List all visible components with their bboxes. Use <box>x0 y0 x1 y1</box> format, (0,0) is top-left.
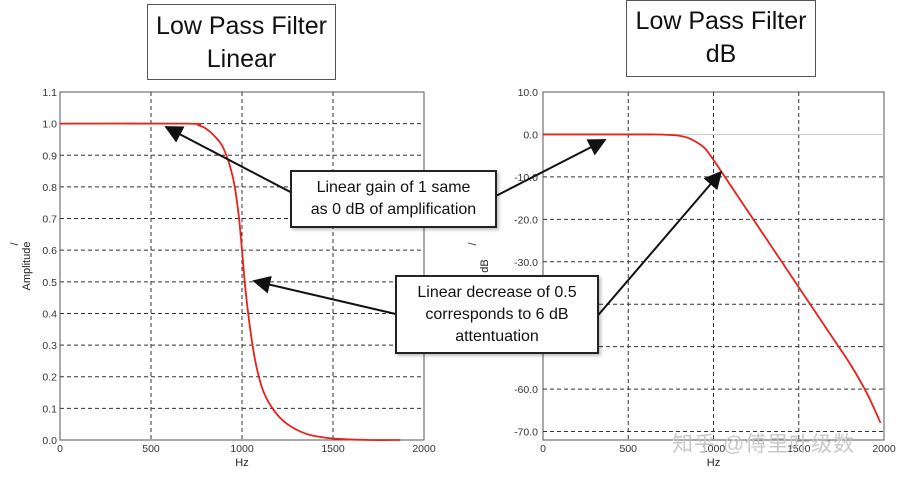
right-title-line1: Low Pass Filter <box>635 7 807 35</box>
db-ytick-label: -20.0 <box>514 214 538 226</box>
arrow-decrease-to-db <box>593 170 723 321</box>
callout-decrease-line2: corresponds to 6 dB <box>425 306 569 323</box>
left-chart-title: Low Pass Filter Linear <box>147 4 336 80</box>
linear-xaxis-label: Hz <box>235 457 248 469</box>
linear-ytick-label: 0.5 <box>42 277 57 289</box>
db-ytick-label: -60.0 <box>514 384 538 396</box>
linear-ytick-label: 1.1 <box>42 87 57 99</box>
db-xtick-label: 2000 <box>872 443 896 455</box>
callout-decrease-line3: attentuation <box>455 328 539 345</box>
linear-xtick-label: 2000 <box>412 443 436 455</box>
linear-chart: 0 500 1000 1500 2000 0.0 0.1 0.2 0.3 0.4 0.5 0.6 0.7… <box>9 87 436 469</box>
linear-ytick-label: 0.1 <box>42 403 57 415</box>
linear-xtick-label: 1500 <box>321 443 345 455</box>
db-yaxis-label: dB <box>479 259 491 272</box>
db-ytick-label: 0.0 <box>523 129 538 141</box>
left-title-line2: Linear <box>206 45 277 73</box>
arrow-decrease-to-linear <box>252 275 401 316</box>
linear-yaxis-unit: / <box>9 242 21 246</box>
linear-ytick-label: 0.9 <box>42 150 57 162</box>
db-ytick-label: -70.0 <box>514 427 538 439</box>
linear-ytick-label: 0.2 <box>42 372 57 384</box>
db-yaxis-unit: / <box>467 242 479 246</box>
arrow-gain-to-linear <box>164 126 301 198</box>
watermark: 知乎 @傅里叶级数 <box>672 433 856 456</box>
callout-arrows <box>164 126 723 321</box>
db-xaxis-label: Hz <box>707 457 720 469</box>
linear-ytick-label: 0.6 <box>42 245 57 257</box>
linear-xtick-label: 0 <box>57 443 63 455</box>
linear-yaxis-label: Amplitude <box>21 242 33 291</box>
linear-ytick-label: 0.3 <box>42 340 57 352</box>
linear-ytick-label: 1.0 <box>42 119 57 131</box>
db-xtick-label: 0 <box>540 443 546 455</box>
callout-gain-line1: Linear gain of 1 same <box>316 179 471 196</box>
linear-ytick-label: 0.8 <box>42 182 57 194</box>
linear-xtick-label: 500 <box>142 443 160 455</box>
linear-ytick-label: 0.7 <box>42 214 57 226</box>
db-ytick-label: -30.0 <box>514 257 538 269</box>
db-series-line <box>542 133 882 424</box>
linear-series-line <box>59 122 401 441</box>
callout-gain-line2: as 0 dB of amplification <box>310 201 477 218</box>
db-xtick-label: 500 <box>619 443 637 455</box>
linear-ytick-label: 0.4 <box>42 308 57 320</box>
db-xtick-label: 1000 <box>702 443 726 455</box>
db-ytick-label: -10.0 <box>514 172 538 184</box>
callout-decrease: Linear decrease of 0.5 corresponds to 6 … <box>395 275 599 354</box>
left-title-line1: Low Pass Filter <box>156 12 327 40</box>
callout-decrease-line1: Linear decrease of 0.5 <box>417 284 577 301</box>
linear-ytick-label: 0.0 <box>42 435 57 447</box>
callout-gain: Linear gain of 1 same as 0 dB of amplifi… <box>290 170 497 228</box>
db-xtick-label: 1500 <box>787 443 811 455</box>
right-chart-title: Low Pass Filter dB <box>626 0 816 77</box>
db-ytick-label: 10.0 <box>518 87 539 99</box>
right-title-line2: dB <box>705 40 737 68</box>
arrow-gain-to-db <box>489 139 607 200</box>
linear-xtick-label: 1000 <box>230 443 254 455</box>
